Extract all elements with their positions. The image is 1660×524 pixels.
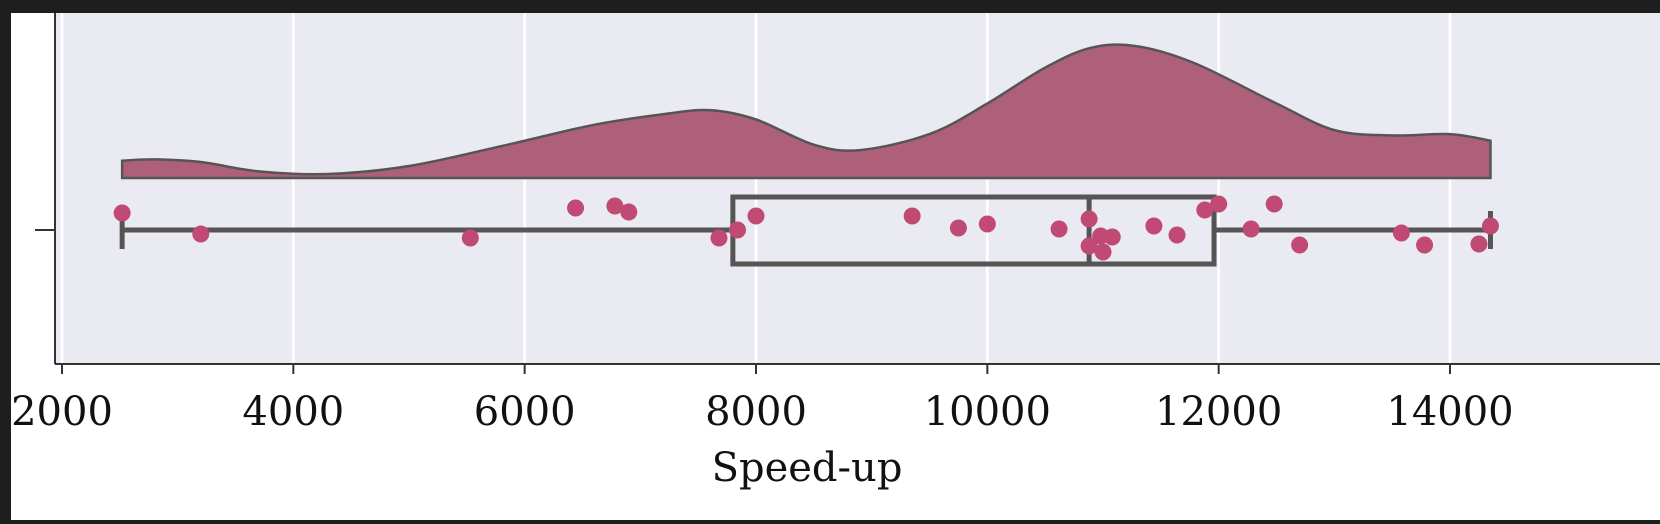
gridlines xyxy=(60,13,1452,364)
data-point xyxy=(567,199,585,217)
data-point xyxy=(1470,235,1488,253)
data-point xyxy=(1210,195,1228,213)
data-point xyxy=(1242,220,1260,238)
x-tick-label: 12000 xyxy=(1155,389,1282,435)
data-point xyxy=(728,221,746,239)
data-point xyxy=(978,215,996,233)
data-point xyxy=(1080,210,1098,228)
x-tick-label: 14000 xyxy=(1386,389,1513,435)
plot-background xyxy=(55,13,1660,364)
data-point xyxy=(903,207,921,225)
x-tick-label: 6000 xyxy=(474,389,576,435)
data-point xyxy=(1265,195,1283,213)
data-point xyxy=(747,207,765,225)
x-tick-label: 8000 xyxy=(705,389,807,435)
data-point xyxy=(1145,217,1163,235)
data-point xyxy=(1416,236,1434,254)
data-point xyxy=(606,197,624,215)
raincloud-chart: 2000 4000 6000 8000 10000 12000 14000 Speed-up xyxy=(11,13,1660,491)
data-point xyxy=(620,203,638,221)
data-point xyxy=(710,229,728,247)
x-tick-label: 2000 xyxy=(11,389,113,435)
data-point xyxy=(1168,226,1186,244)
data-point xyxy=(113,204,131,222)
data-point xyxy=(192,225,210,243)
x-tick-labels: 2000 4000 6000 8000 10000 12000 14000 xyxy=(11,364,1514,435)
figure: 2000 4000 6000 8000 10000 12000 14000 Speed-up xyxy=(11,13,1660,520)
axes xyxy=(35,13,1660,365)
data-point xyxy=(949,219,967,237)
data-point xyxy=(1080,237,1098,255)
data-points xyxy=(113,195,1499,261)
data-point xyxy=(1094,243,1112,261)
data-point xyxy=(1196,201,1214,219)
data-point xyxy=(461,229,479,247)
data-point xyxy=(1050,220,1068,238)
x-tick-label: 10000 xyxy=(924,389,1051,435)
x-axis-label: Speed-up xyxy=(712,445,903,491)
data-point xyxy=(1392,224,1410,242)
data-point xyxy=(1291,236,1309,254)
data-point xyxy=(1481,217,1499,235)
density-cloud xyxy=(120,43,1492,180)
x-tick-label: 4000 xyxy=(242,389,344,435)
data-point xyxy=(1103,228,1121,246)
